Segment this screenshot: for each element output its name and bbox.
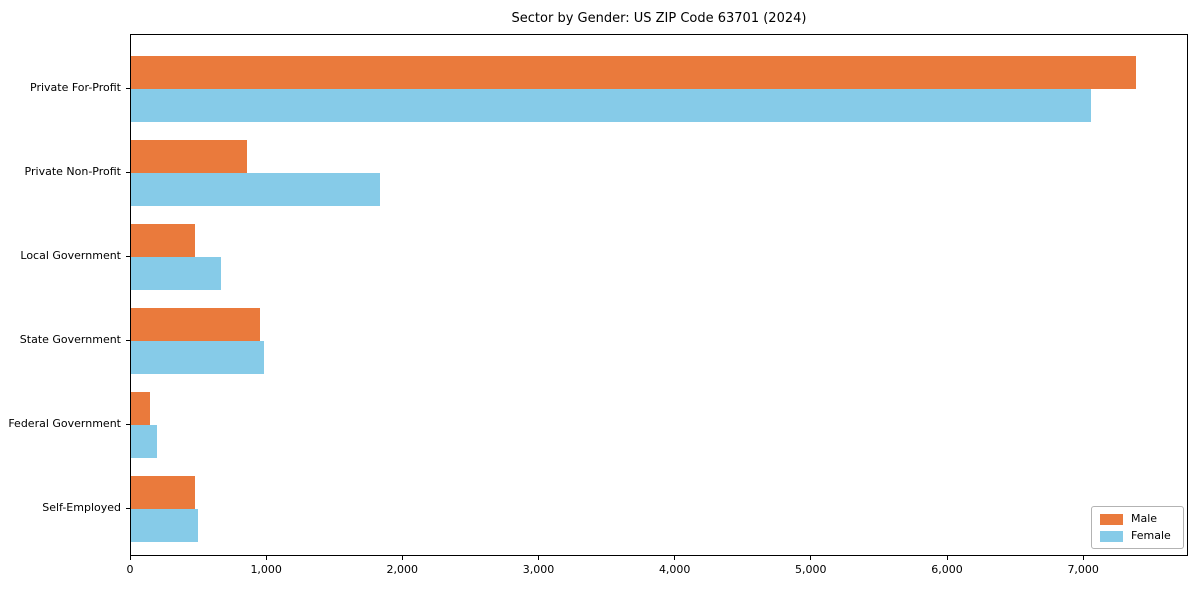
x-axis-tick-label: 1,000 <box>250 563 282 576</box>
x-axis-tick-label: 2,000 <box>386 563 419 576</box>
bar-female-state-government <box>131 341 264 374</box>
x-axis-tick <box>401 556 403 560</box>
bar-female-federal-government <box>131 425 157 458</box>
y-axis-tick <box>126 256 130 257</box>
plot-area <box>130 34 1188 556</box>
x-axis-tick-label: 5,000 <box>795 563 827 576</box>
y-axis-tick <box>126 424 130 425</box>
y-axis-label: Private For-Profit <box>30 81 121 94</box>
x-axis-tick-label: 4,000 <box>658 563 691 576</box>
legend: Male Female <box>1091 506 1184 549</box>
y-axis-tick <box>126 172 130 173</box>
legend-entry-female: Female <box>1100 530 1175 542</box>
x-axis-tick-label: 0 <box>126 563 134 576</box>
y-axis-tick <box>126 340 130 341</box>
bar-male-private-non-profit <box>131 140 247 173</box>
y-axis-label: Self-Employed <box>42 501 121 514</box>
bar-male-private-for-profit <box>131 56 1136 89</box>
chart-title: Sector by Gender: US ZIP Code 63701 (202… <box>511 11 807 26</box>
legend-swatch-male <box>1100 513 1123 525</box>
x-axis-tick-label: 7,000 <box>1067 563 1099 576</box>
x-axis-tick <box>265 556 267 560</box>
legend-swatch-female <box>1100 530 1123 542</box>
bar-female-private-for-profit <box>131 89 1091 122</box>
x-axis-tick <box>946 556 948 560</box>
x-axis-tick <box>1082 556 1084 560</box>
bar-male-federal-government <box>131 392 151 425</box>
bar-male-local-government <box>131 224 195 257</box>
x-axis-tick-label: 3,000 <box>522 563 555 576</box>
legend-label-female: Female <box>1131 529 1171 542</box>
bar-male-state-government <box>131 308 261 341</box>
x-axis-tick <box>129 556 131 560</box>
y-axis-label: State Government <box>19 333 121 346</box>
x-axis-tick <box>810 556 812 560</box>
x-axis-tick <box>538 556 539 560</box>
x-axis-tick-label: 6,000 <box>931 563 963 576</box>
y-axis-label: Federal Government <box>8 417 121 430</box>
bar-female-private-non-profit <box>131 173 381 206</box>
bar-female-local-government <box>131 257 221 290</box>
x-axis-tick <box>674 556 676 560</box>
bar-female-self-employed <box>131 509 199 542</box>
legend-entry-male: Male <box>1100 513 1175 525</box>
y-axis-tick <box>126 508 130 509</box>
y-axis-tick <box>126 88 130 89</box>
bar-male-self-employed <box>131 476 195 509</box>
legend-label-male: Male <box>1131 512 1158 525</box>
y-axis-label: Private Non-Profit <box>24 165 121 178</box>
y-axis-label: Local Government <box>20 249 121 262</box>
